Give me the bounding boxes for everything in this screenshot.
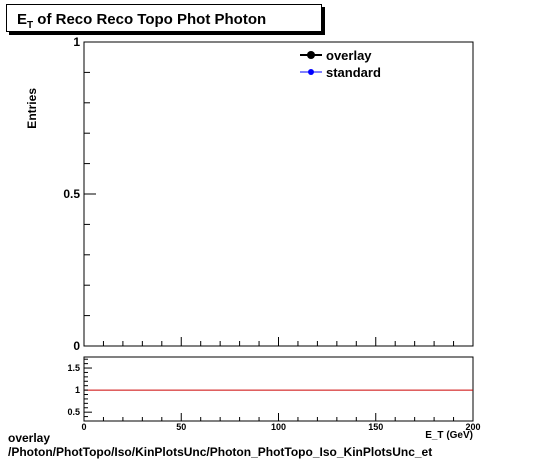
- title-box: ET of Reco Reco Topo Phot Photon: [6, 4, 322, 32]
- ratio-x-tick-label: 100: [271, 422, 286, 432]
- main-y-tick-label: 0: [73, 339, 80, 353]
- ratio-y-tick-label: 0.5: [67, 407, 80, 417]
- main-y-tick-label: 1: [73, 35, 80, 49]
- legend-label-standard: standard: [326, 65, 381, 80]
- ratio-x-tick-label: 0: [81, 422, 86, 432]
- legend-marker-standard: [308, 69, 314, 75]
- ratio-y-tick-label: 1: [75, 385, 80, 395]
- title-rest: of Reco Reco Topo Phot Photon: [33, 11, 267, 28]
- main-y-tick-label: 0.5: [63, 187, 80, 201]
- ratio-plot-frame: [83, 356, 474, 422]
- footer-line-1: overlay: [8, 431, 51, 445]
- ratio-y-tick-label: 1.5: [67, 363, 80, 373]
- footer-line-2: /Photon/PhotTopo/Iso/KinPlotsUnc/Photon_…: [8, 445, 433, 459]
- ratio-x-tick-label: 150: [368, 422, 383, 432]
- y-axis-label: Entries: [25, 88, 39, 129]
- chart-title: ET of Reco Reco Topo Phot Photon: [17, 11, 266, 31]
- ratio-x-tick-label: 50: [176, 422, 186, 432]
- legend-marker-overlay: [307, 51, 315, 59]
- ratio-x-tick-label: 200: [465, 422, 480, 432]
- title-main: E: [17, 11, 28, 28]
- main-plot-frame: [83, 41, 474, 347]
- x-axis-label: E_T (GeV): [425, 430, 473, 441]
- title-subscript: T: [27, 20, 34, 31]
- legend-label-overlay: overlay: [326, 48, 372, 63]
